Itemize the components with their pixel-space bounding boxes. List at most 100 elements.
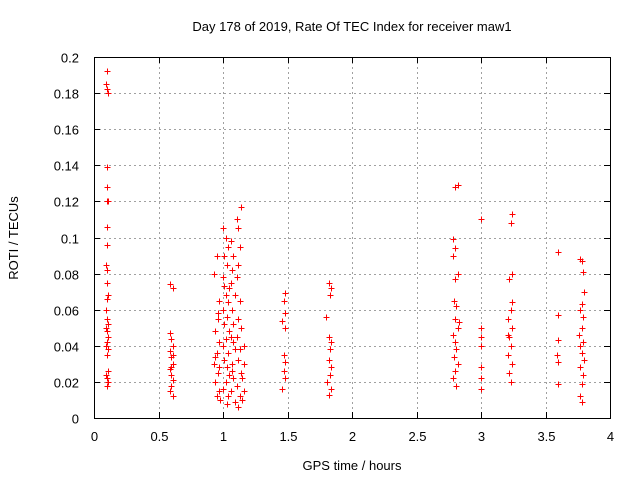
data-point	[212, 328, 219, 335]
data-point	[230, 253, 237, 260]
data-point	[282, 325, 289, 332]
data-point	[576, 332, 583, 339]
data-point	[509, 271, 516, 278]
data-point	[217, 397, 224, 404]
data-point	[452, 316, 459, 323]
data-point	[214, 253, 221, 260]
x-tick-label: 2.5	[408, 429, 426, 444]
data-point	[577, 364, 584, 371]
data-point	[223, 336, 230, 343]
data-point	[282, 310, 289, 317]
data-point	[214, 350, 221, 357]
data-point	[241, 343, 248, 350]
data-point	[238, 204, 245, 211]
data-point	[237, 346, 244, 353]
data-point	[478, 343, 485, 350]
x-tick-label: 4	[607, 429, 614, 444]
data-point	[478, 334, 485, 341]
data-point	[170, 377, 177, 384]
data-point	[509, 325, 516, 332]
data-point	[235, 404, 242, 411]
data-point	[577, 307, 584, 314]
data-point	[235, 357, 242, 364]
data-point	[221, 321, 228, 328]
data-point	[170, 352, 177, 359]
y-tick-label: 0.18	[54, 87, 79, 102]
data-point	[579, 350, 586, 357]
data-point	[580, 372, 587, 379]
data-point	[105, 346, 112, 353]
data-point	[225, 393, 232, 400]
data-point	[105, 198, 112, 205]
y-tick-label: 0	[72, 412, 79, 427]
data-point	[229, 307, 236, 314]
data-point	[508, 307, 515, 314]
data-point	[215, 310, 222, 317]
data-point	[234, 216, 241, 223]
data-point	[221, 283, 228, 290]
y-tick-label: 0.2	[61, 51, 79, 66]
data-point	[234, 383, 241, 390]
data-point	[167, 388, 174, 395]
data-point	[453, 346, 460, 353]
data-point	[215, 316, 222, 323]
data-point	[478, 325, 485, 332]
data-point	[104, 328, 111, 335]
data-point	[555, 312, 562, 319]
data-point	[104, 224, 111, 231]
x-tick-label: 1.5	[279, 429, 297, 444]
data-point	[580, 339, 587, 346]
data-point	[224, 364, 231, 371]
data-point	[228, 238, 235, 245]
data-point	[235, 262, 242, 269]
data-point	[104, 242, 111, 249]
data-point	[221, 357, 228, 364]
data-point	[577, 393, 584, 400]
y-tick-label: 0.14	[54, 159, 79, 174]
x-tick-label: 1	[220, 429, 227, 444]
data-point	[555, 249, 562, 256]
data-point	[327, 292, 334, 299]
data-point	[327, 346, 334, 353]
y-tick-label: 0.06	[54, 304, 79, 319]
data-point	[167, 330, 174, 337]
data-points	[103, 68, 588, 411]
data-point	[229, 267, 236, 274]
data-point	[455, 361, 462, 368]
data-point	[224, 401, 231, 408]
data-point	[452, 368, 459, 375]
x-tick-label: 0	[91, 429, 98, 444]
x-tick-label: 3.5	[537, 429, 555, 444]
data-point	[220, 225, 227, 232]
data-point	[326, 392, 333, 399]
data-point	[232, 399, 239, 406]
data-point	[104, 164, 111, 171]
chart-title: Day 178 of 2019, Rate Of TEC Index for r…	[192, 19, 511, 34]
data-point	[282, 375, 289, 382]
y-tick-label: 0.04	[54, 340, 79, 355]
data-point	[505, 352, 512, 359]
data-point	[229, 361, 236, 368]
data-point	[223, 379, 230, 386]
data-point	[168, 364, 175, 371]
data-point	[220, 386, 227, 393]
data-point	[326, 334, 333, 341]
data-point	[215, 370, 222, 377]
data-point	[104, 352, 111, 359]
data-point	[451, 298, 458, 305]
data-point	[104, 316, 111, 323]
data-point	[103, 372, 110, 379]
data-point	[170, 343, 177, 350]
data-point	[223, 235, 230, 242]
data-point	[455, 182, 462, 189]
data-point	[579, 399, 586, 406]
data-point	[579, 381, 586, 388]
data-point	[328, 285, 335, 292]
data-point	[103, 307, 110, 314]
data-point	[216, 298, 223, 305]
data-point	[235, 225, 242, 232]
data-point	[328, 364, 335, 371]
data-point	[238, 325, 245, 332]
data-point	[241, 361, 248, 368]
